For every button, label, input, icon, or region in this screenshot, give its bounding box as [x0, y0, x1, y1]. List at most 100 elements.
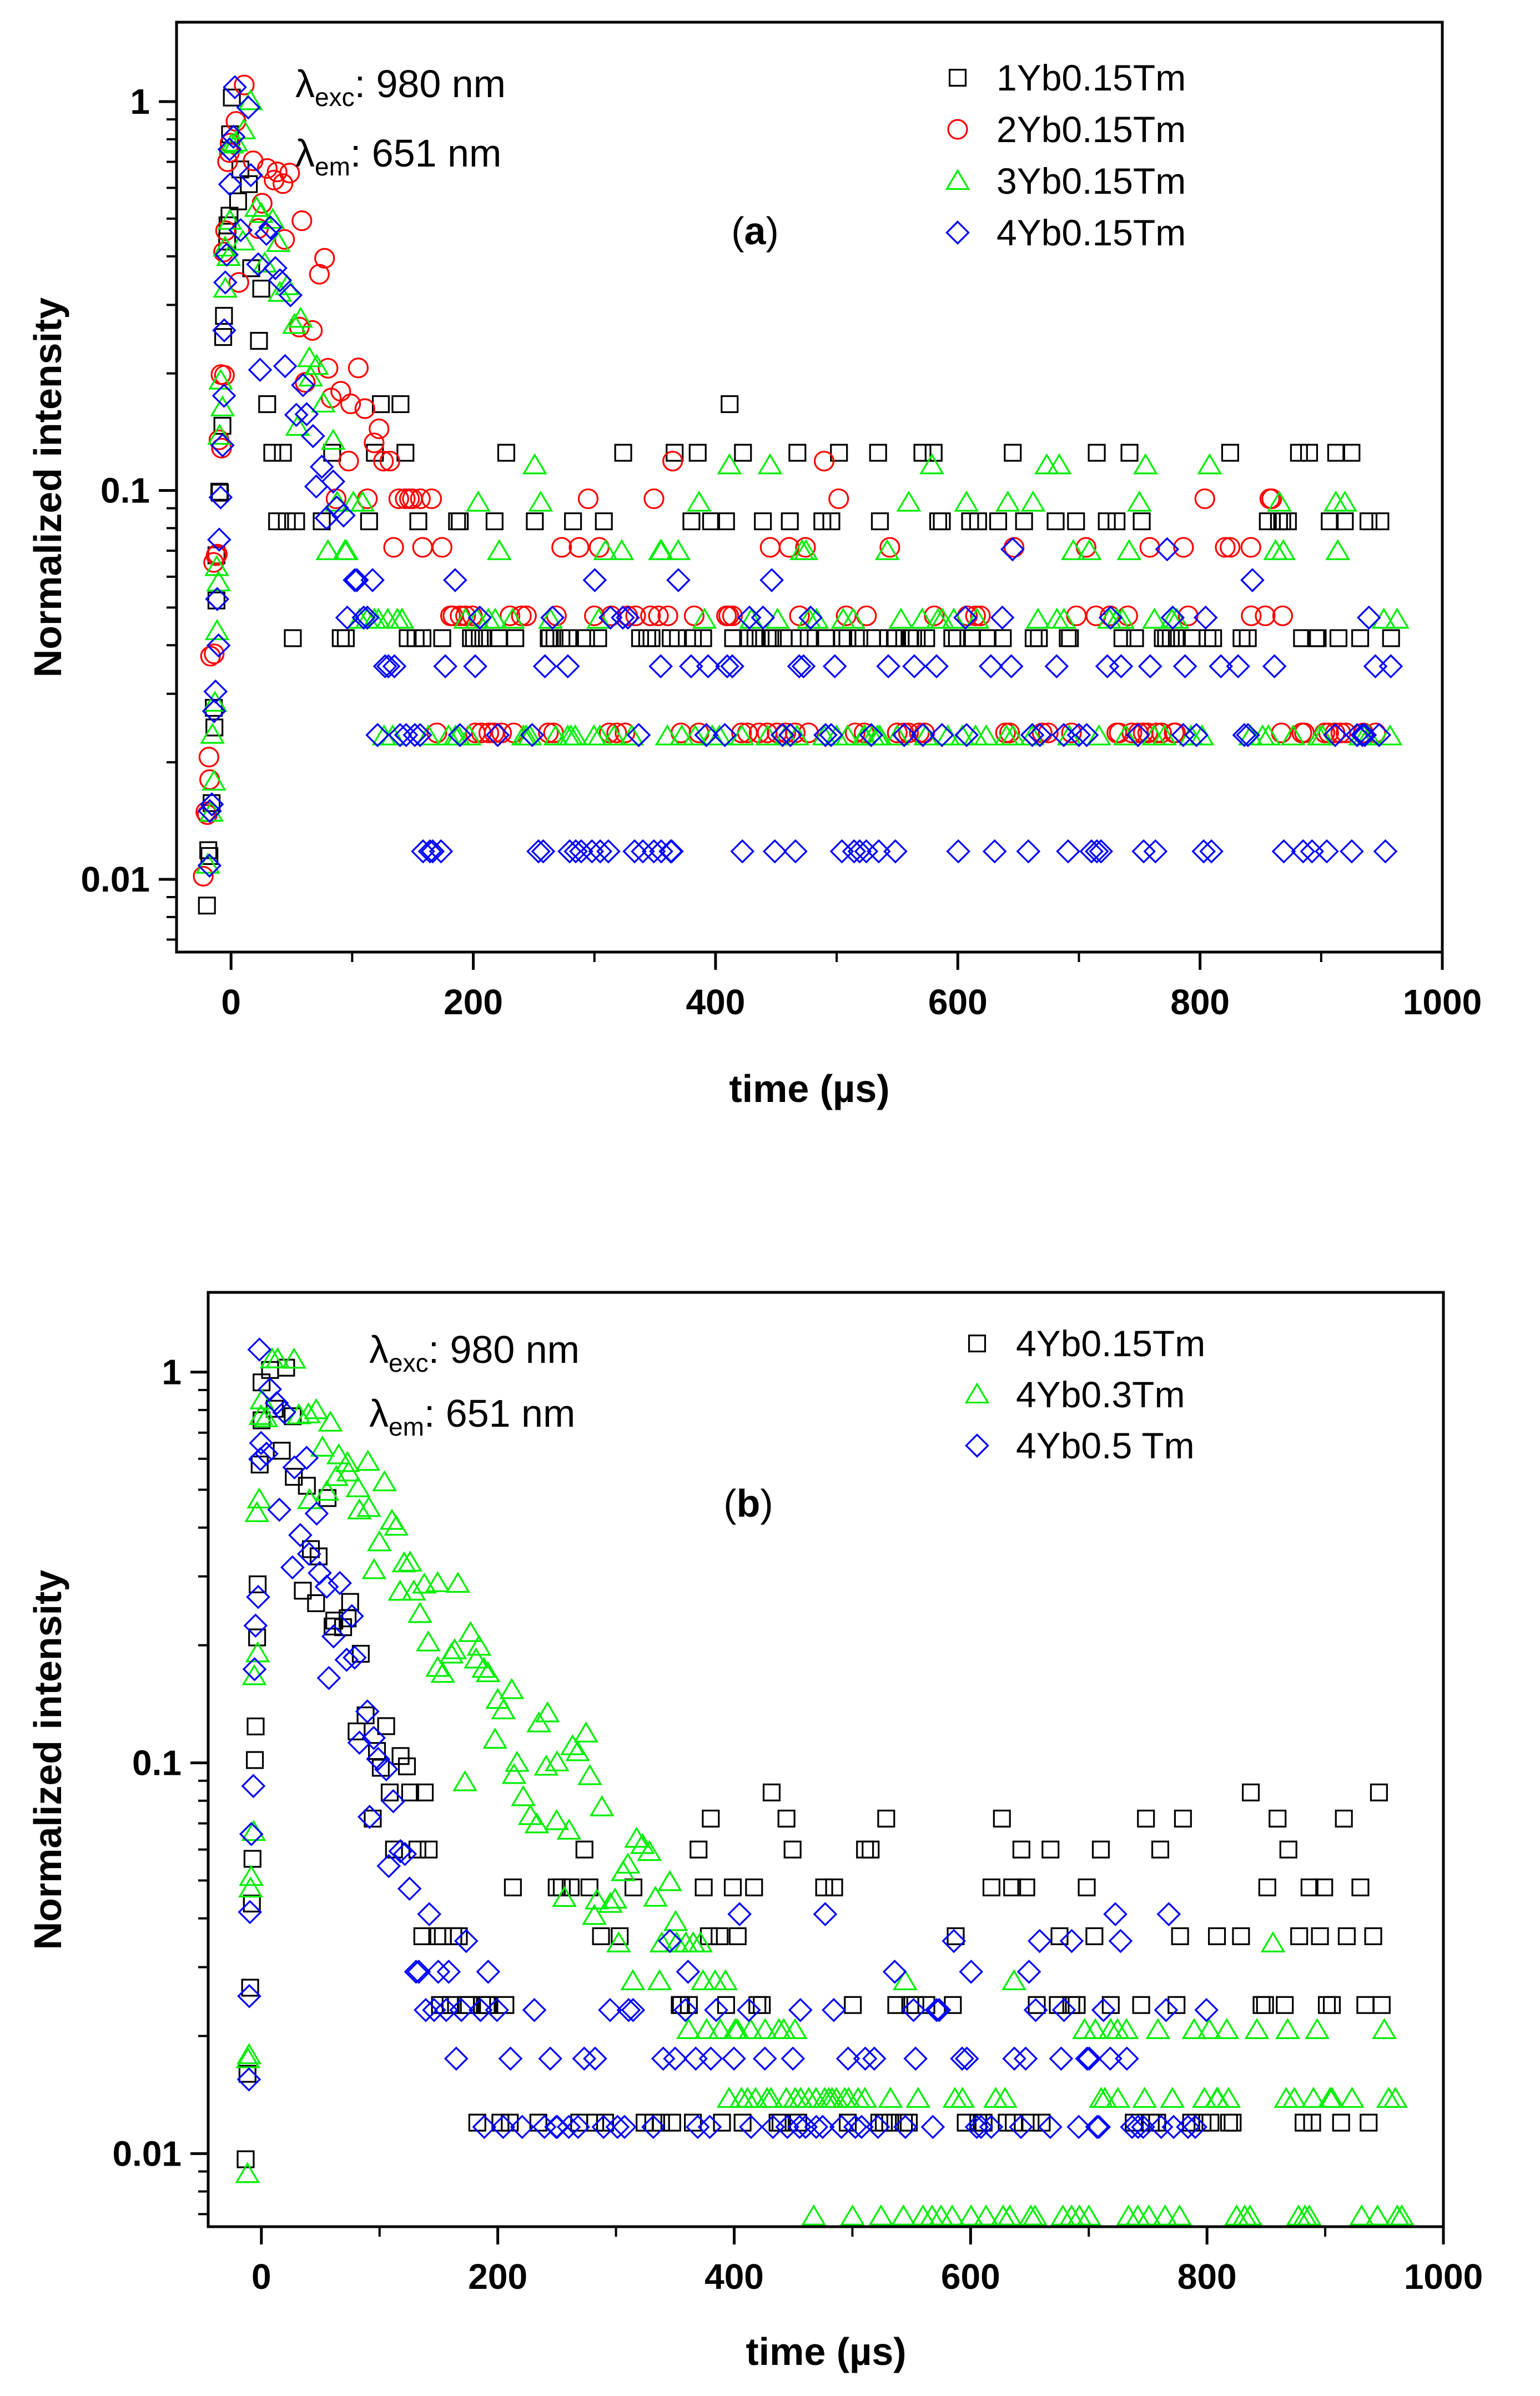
data-point: [1240, 568, 1265, 592]
data-point: [1167, 1996, 1186, 2014]
data-point: [238, 1876, 263, 1897]
data-point: [616, 605, 640, 630]
data-point: [1132, 1996, 1150, 2014]
data-point: [1027, 1929, 1052, 1954]
data-point: [1237, 2204, 1262, 2226]
data-point: [543, 724, 568, 746]
data-point: [246, 1751, 264, 1769]
data-point: [409, 512, 427, 531]
data-point: [1098, 512, 1116, 531]
data-point: [328, 1571, 352, 1595]
data-point: [506, 629, 525, 647]
data-point: [379, 450, 400, 472]
data-point: [1137, 1809, 1155, 1828]
data-point: [458, 1620, 483, 1642]
data-point: [724, 2018, 750, 2039]
data-point: [1215, 537, 1236, 558]
data-point: [1013, 2046, 1038, 2071]
data-point: [223, 75, 247, 99]
panel-a-y-axis-title: Normalized intensity: [26, 298, 69, 678]
data-point: [238, 2065, 256, 2083]
data-point: [239, 1865, 264, 1886]
data-point: [1049, 1996, 1067, 2014]
data-point: [223, 130, 249, 152]
data-point: [1280, 724, 1306, 746]
data-point: [475, 1661, 501, 1683]
data-point: [485, 512, 504, 531]
data-point: [762, 1783, 781, 1801]
data-point: [917, 629, 935, 647]
data-point: [965, 605, 986, 626]
data-point: [1276, 1996, 1294, 2014]
data-point: [1167, 2204, 1192, 2226]
data-point: [1145, 2018, 1171, 2039]
data-point: [540, 629, 558, 647]
data-point: [404, 1959, 429, 1984]
data-point: [852, 2087, 878, 2108]
data-point: [354, 398, 375, 419]
data-point: [605, 2115, 630, 2140]
data-point: [815, 1878, 833, 1896]
data-point: [1018, 2204, 1044, 2226]
data-point: [813, 450, 835, 472]
data-point: [330, 381, 351, 402]
data-point: [586, 2113, 605, 2132]
data-point: [391, 1747, 410, 1765]
data-point: [263, 444, 281, 462]
data-point: [510, 2115, 535, 2140]
data-point: [1103, 1902, 1128, 1926]
legend-label: 4Yb0.5 Tm: [1016, 1425, 1195, 1466]
data-point: [663, 1910, 688, 1931]
data-point: [1322, 1996, 1341, 2014]
data-point: [1199, 839, 1224, 864]
data-point: [1282, 2087, 1307, 2108]
data-point: [1220, 537, 1241, 558]
data-point: [753, 1996, 771, 2014]
data-point: [919, 453, 944, 475]
data-point: [720, 654, 744, 679]
data-point: [592, 1927, 610, 1945]
data-point: [1016, 1959, 1041, 1984]
data-point: [1085, 2115, 1110, 2140]
data-point: [321, 1624, 346, 1649]
data-point: [266, 162, 288, 183]
data-point: [366, 1530, 392, 1552]
data-point: [1271, 839, 1296, 864]
data-point: [787, 654, 812, 679]
data-point: [598, 605, 623, 630]
data-point: [582, 568, 607, 592]
data-point: [759, 568, 784, 592]
data-point: [1262, 654, 1287, 679]
data-point: [583, 2046, 607, 2071]
data-point: [850, 629, 868, 647]
data-point: [643, 1885, 668, 1907]
data-point: [828, 488, 849, 510]
legend-marker: [948, 68, 967, 87]
data-point: [195, 852, 220, 874]
data-point: [535, 1701, 560, 1723]
data-point: [347, 1730, 372, 1755]
data-point: [447, 723, 472, 747]
data-point: [995, 490, 1020, 512]
data-point: [611, 1927, 629, 1945]
data-point: [1305, 2018, 1330, 2039]
data-point: [683, 2046, 708, 2071]
data-point: [1320, 2087, 1345, 2108]
y-tick-label: 1: [130, 82, 150, 122]
data-point: [1003, 1878, 1021, 1896]
data-point: [862, 2046, 887, 2071]
data-point: [1372, 2018, 1397, 2039]
data-point: [908, 629, 926, 647]
data-point: [573, 1721, 598, 1743]
data-point: [314, 1574, 339, 1599]
data-point: [284, 629, 302, 647]
legend-label: 3Yb0.15Tm: [997, 160, 1186, 202]
data-point: [910, 723, 935, 747]
data-point: [212, 384, 236, 408]
x-tick-label: 800: [1177, 2257, 1237, 2297]
data-point: [609, 538, 635, 560]
data-point: [249, 1575, 267, 1593]
data-point: [214, 242, 239, 267]
data-point: [397, 1550, 422, 1572]
data-point: [1076, 538, 1102, 560]
